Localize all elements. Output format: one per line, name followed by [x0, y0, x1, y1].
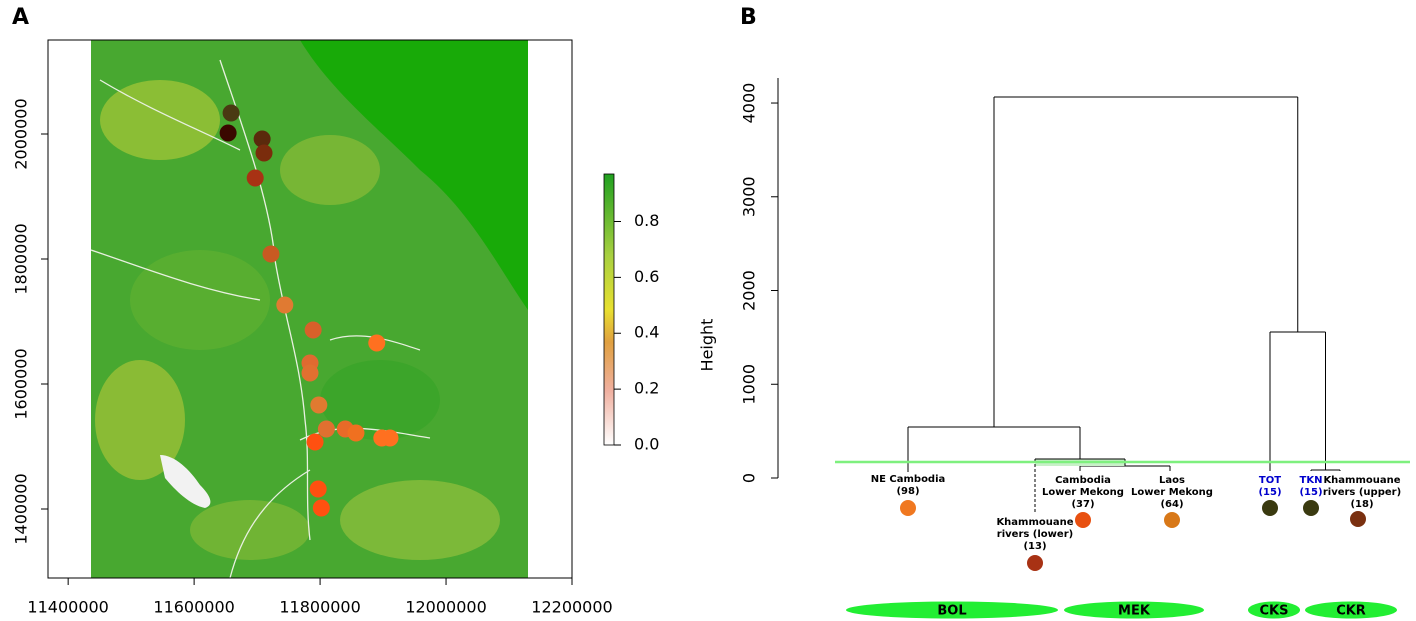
plot-frame	[47, 39, 573, 579]
leaf-label: Laos	[1159, 475, 1185, 486]
group-ellipse	[1305, 601, 1397, 619]
leaf-label: Lower Mekong	[1131, 487, 1213, 498]
site-point	[312, 499, 330, 517]
site-point	[262, 245, 280, 263]
leaf-dot	[1164, 512, 1180, 528]
leaf-dot	[1075, 512, 1091, 528]
site-point	[219, 124, 237, 142]
y-tick-label: 1600000	[12, 348, 31, 419]
y-tick-label: 1400000	[12, 473, 31, 544]
leaf-label: (98)	[896, 486, 919, 497]
site-point	[222, 104, 240, 122]
leaf-label: (37)	[1071, 499, 1094, 510]
leaf-label: Khammouane	[1323, 475, 1400, 486]
y-tick-label: 2000	[740, 270, 759, 311]
site-point	[347, 424, 365, 442]
group-ellipse	[846, 601, 1058, 619]
leaf-dot	[1350, 511, 1366, 527]
leaf-label: Lower Mekong	[1042, 487, 1124, 498]
colorbar-tick-label: 0.8	[634, 211, 659, 230]
site-point	[276, 296, 294, 314]
x-tick-label: 11800000	[279, 598, 360, 617]
colorbar	[603, 173, 615, 446]
map-background	[90, 40, 528, 579]
colorbar-tick-label: 0.6	[634, 267, 659, 286]
y-tick-label: 1000	[740, 364, 759, 405]
site-point	[310, 396, 328, 414]
leaf-label: TKN	[1300, 475, 1323, 486]
group-ellipse	[1248, 601, 1300, 619]
y-tick-label: 2000000	[12, 98, 31, 169]
panel-label: B	[740, 5, 757, 30]
leaf-label: Khammouane	[996, 517, 1073, 528]
leaf-label: (13)	[1023, 541, 1046, 552]
y-tick-label: 0	[740, 473, 759, 483]
colorbar-tick-label: 0.4	[634, 323, 659, 342]
x-tick-label: 11400000	[27, 598, 108, 617]
leaf-label: NE Cambodia	[871, 474, 946, 485]
leaf-label: (64)	[1160, 499, 1183, 510]
leaf-label: Cambodia	[1055, 475, 1111, 486]
site-point	[368, 334, 386, 352]
x-tick-label: 12200000	[531, 598, 612, 617]
leaf-dot	[1262, 500, 1278, 516]
leaf-dot	[1303, 500, 1319, 516]
site-point	[304, 321, 322, 339]
site-point	[301, 364, 319, 382]
leaf-label: rivers (upper)	[1323, 487, 1401, 498]
colorbar-tick-label: 0.0	[634, 435, 659, 454]
y-axis-label: Height	[698, 319, 717, 372]
group-label: CKR	[1336, 604, 1366, 619]
group-label: BOL	[937, 604, 966, 619]
leaf-dot	[900, 500, 916, 516]
x-tick-label: 12000000	[405, 598, 486, 617]
leaf-label: (18)	[1350, 499, 1373, 510]
group-label: MEK	[1118, 604, 1151, 619]
site-point	[246, 169, 264, 187]
site-point	[309, 480, 327, 498]
leaf-dot	[1027, 555, 1043, 571]
leaf-label: (15)	[1299, 487, 1322, 498]
group-ellipse	[1064, 601, 1204, 619]
site-point	[317, 420, 335, 438]
y-tick-label: 3000	[740, 176, 759, 217]
y-tick-label: 4000	[740, 83, 759, 124]
x-tick-label: 11600000	[153, 598, 234, 617]
site-point	[253, 130, 271, 148]
y-tick-label: 1800000	[12, 223, 31, 294]
group-label: CKS	[1260, 604, 1289, 619]
site-point	[255, 144, 273, 162]
leaf-label: TOT	[1259, 475, 1281, 486]
colorbar-tick-label: 0.2	[634, 379, 659, 398]
site-point	[381, 429, 399, 447]
site-point	[306, 433, 324, 451]
panel-label: A	[12, 5, 29, 30]
leaf-label: rivers (lower)	[997, 529, 1073, 540]
leaf-label: (15)	[1258, 487, 1281, 498]
